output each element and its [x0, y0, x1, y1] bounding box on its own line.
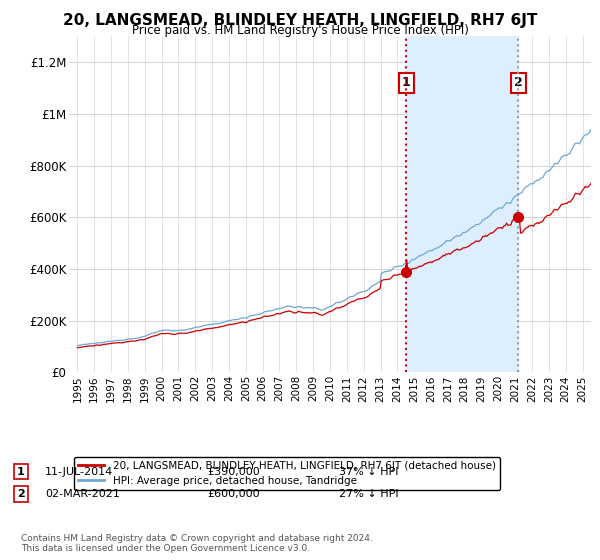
Text: Price paid vs. HM Land Registry's House Price Index (HPI): Price paid vs. HM Land Registry's House …	[131, 24, 469, 37]
Legend: 20, LANGSMEAD, BLINDLEY HEATH, LINGFIELD, RH7 6JT (detached house), HPI: Average: 20, LANGSMEAD, BLINDLEY HEATH, LINGFIELD…	[74, 456, 500, 490]
Text: 20, LANGSMEAD, BLINDLEY HEATH, LINGFIELD, RH7 6JT: 20, LANGSMEAD, BLINDLEY HEATH, LINGFIELD…	[63, 13, 537, 28]
Text: 2: 2	[17, 489, 25, 499]
Bar	[406, 36, 518, 372]
Text: 11-JUL-2014: 11-JUL-2014	[45, 466, 113, 477]
Text: 37% ↓ HPI: 37% ↓ HPI	[339, 466, 398, 477]
Text: 1: 1	[17, 466, 25, 477]
Text: 2: 2	[514, 76, 523, 90]
Text: 02-MAR-2021: 02-MAR-2021	[45, 489, 120, 499]
Text: Contains HM Land Registry data © Crown copyright and database right 2024.
This d: Contains HM Land Registry data © Crown c…	[21, 534, 373, 553]
Text: £600,000: £600,000	[207, 489, 260, 499]
Text: 27% ↓ HPI: 27% ↓ HPI	[339, 489, 398, 499]
Text: 1: 1	[402, 76, 410, 90]
Text: £390,000: £390,000	[207, 466, 260, 477]
